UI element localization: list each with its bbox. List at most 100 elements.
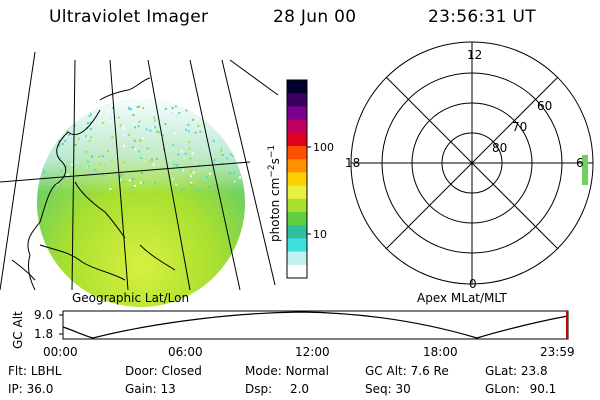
speckle-dot: [153, 119, 156, 122]
speckle-dot: [234, 107, 237, 110]
speckle-dot: [226, 157, 229, 160]
speckle-dot: [110, 117, 112, 120]
speckle-dot: [190, 175, 192, 178]
speckle-dot: [56, 101, 59, 104]
speckle-dot: [90, 136, 93, 139]
speckle-dot: [64, 128, 66, 130]
speckle-dot: [217, 185, 220, 188]
speckle-dot: [217, 131, 220, 133]
speckle-dot: [220, 149, 223, 152]
speckle-dot: [156, 130, 158, 133]
speckle-dot: [185, 128, 187, 131]
speckle-dot: [132, 146, 134, 149]
speckle-dot: [132, 177, 135, 180]
speckle-dot: [232, 139, 235, 142]
speckle-dot: [51, 123, 54, 126]
speckle-dot: [174, 105, 177, 108]
speckle-dot: [119, 124, 122, 127]
speckle-dot: [64, 110, 67, 113]
speckle-dot: [238, 159, 241, 162]
colorbar: 100 10 photon cm−2s−1: [267, 79, 334, 279]
speckle-dot: [193, 144, 196, 147]
altitude-ytick-label-bottom: 1.8: [34, 327, 53, 341]
speckle-dot: [89, 121, 92, 124]
colorbar-cell: [287, 172, 307, 187]
speckle-dot: [229, 172, 232, 175]
speckle-dot: [127, 133, 130, 136]
speckle-dot: [68, 126, 70, 129]
speckle-dot: [57, 131, 60, 134]
speckle-dot: [180, 168, 183, 171]
polar-label-6: 6: [576, 156, 584, 170]
colorbar-cell: [287, 185, 307, 200]
speckle-dot: [101, 121, 104, 124]
colorbar-cell: [287, 146, 307, 160]
speckle-dot: [206, 115, 209, 118]
speckle-dot: [88, 115, 91, 117]
speckle-dot: [177, 153, 180, 156]
speckle-dot: [87, 160, 89, 163]
polar-label-80: 80: [492, 141, 507, 155]
speckle-dot: [53, 137, 56, 140]
speckle-dot: [176, 163, 179, 166]
speckle-dot: [122, 125, 125, 128]
altitude-xtick-label: 00:00: [43, 345, 78, 359]
speckle-dot: [142, 137, 144, 140]
speckle-dot: [181, 169, 184, 172]
speckle-dot: [142, 107, 145, 110]
speckle-dot: [59, 170, 62, 173]
polar-diagonal-2: [385, 76, 559, 250]
speckle-dot: [128, 179, 131, 182]
speckle-dot: [59, 165, 62, 168]
speckle-dot: [188, 141, 191, 144]
speckle-dot: [62, 129, 65, 132]
speckle-dot: [90, 113, 92, 116]
colorbar-cell: [287, 119, 307, 134]
speckle-dot: [229, 127, 232, 130]
speckle-dot: [213, 158, 216, 161]
speckle-dot: [238, 157, 240, 160]
speckle-dot: [223, 108, 226, 111]
speckle-dot: [110, 146, 112, 149]
time-label: 23:56:31 UT: [428, 7, 536, 27]
speckle-dot: [98, 155, 100, 158]
speckle-dot: [123, 180, 126, 183]
speckle-dot: [171, 146, 174, 149]
speckle-dot: [224, 115, 227, 118]
colorbar-cell: [287, 159, 307, 173]
speckle-dot: [132, 114, 135, 117]
speckle-dot: [57, 114, 59, 117]
speckle-dot: [188, 147, 191, 150]
speckle-dot: [70, 163, 73, 166]
colorbar-cells: [287, 80, 307, 279]
speckle-dot: [74, 144, 77, 146]
speckle-dot: [219, 123, 222, 126]
speckle-dot: [56, 106, 59, 109]
speckle-dot: [63, 122, 66, 125]
speckle-dot: [190, 181, 193, 184]
speckle-dot: [155, 157, 158, 160]
altitude-frame: [62, 310, 569, 340]
speckle-dot: [108, 109, 110, 112]
speckle-dot: [192, 131, 195, 134]
geographic-grid: [0, 51, 279, 290]
speckle-dot: [154, 182, 156, 185]
flt-field: Flt: LBHL: [8, 364, 62, 378]
speckle-dot: [149, 129, 152, 132]
speckle-dot: [64, 135, 67, 138]
speckle-dot: [164, 107, 167, 110]
colorbar-cell: [287, 106, 307, 121]
speckle-dot: [214, 119, 217, 122]
speckle-dot: [197, 125, 200, 128]
speckle-dot: [174, 132, 177, 135]
speckle-dot: [164, 122, 167, 125]
speckle-dot: [45, 119, 48, 122]
polar-label-60: 60: [537, 99, 552, 113]
ip-field: IP: 36.0: [8, 382, 54, 396]
speckle-dot: [220, 109, 222, 112]
speckle-dot: [123, 144, 126, 147]
speckle-dot: [233, 183, 236, 186]
speckle-dot: [148, 160, 151, 163]
speckle-dot: [133, 139, 136, 142]
